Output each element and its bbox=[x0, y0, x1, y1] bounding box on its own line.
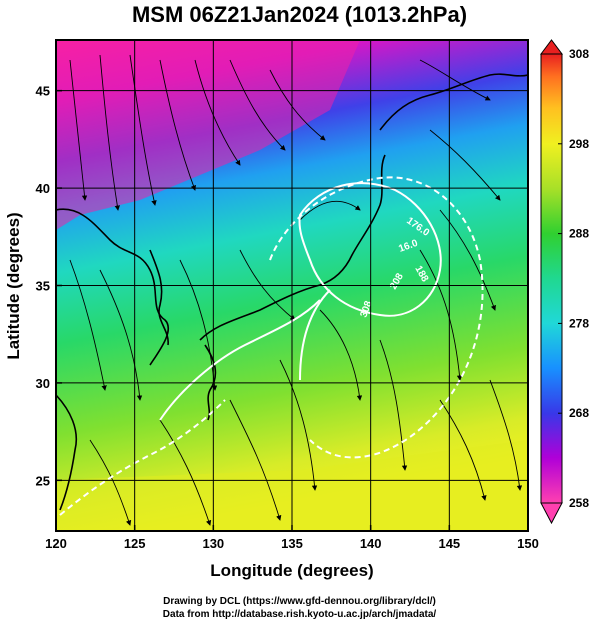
x-tick-label: 125 bbox=[124, 536, 146, 551]
colorbar-tick-label: 268 bbox=[569, 406, 589, 420]
colorbar-tick-label: 298 bbox=[569, 137, 589, 151]
y-tick-label: 45 bbox=[36, 84, 50, 99]
y-tick-label: 40 bbox=[36, 181, 50, 196]
chart-title: MSM 06Z21Jan2024 (1013.2hPa) bbox=[131, 2, 468, 27]
colorbar-top-extension bbox=[540, 39, 563, 55]
x-axis-ticks: 120 125 130 135 140 145 150 bbox=[45, 525, 539, 551]
x-tick-label: 120 bbox=[45, 536, 67, 551]
wind-streamlines bbox=[69, 54, 523, 526]
colorbar-body bbox=[540, 53, 563, 504]
colorbar-bottom-extension bbox=[540, 502, 563, 525]
y-axis-ticks: 25 30 35 40 45 bbox=[36, 84, 62, 488]
cold-air-mass bbox=[56, 40, 360, 230]
x-axis-label: Longitude (degrees) bbox=[210, 561, 373, 580]
x-tick-label: 130 bbox=[202, 536, 224, 551]
isotherm-contours bbox=[59, 176, 484, 516]
colorbar-tick-label: 278 bbox=[569, 316, 589, 330]
x-tick-label: 145 bbox=[438, 536, 460, 551]
colorbar-tick-label: 258 bbox=[569, 496, 589, 510]
y-tick-label: 35 bbox=[36, 279, 50, 294]
x-tick-label: 150 bbox=[517, 536, 539, 551]
credit-drawing: Drawing by DCL (https://www.gfd-dennou.o… bbox=[163, 596, 436, 607]
colorbar: 258 268 278 288 298 308 bbox=[540, 39, 589, 525]
y-axis-label: Latitude (degrees) bbox=[4, 212, 23, 359]
x-tick-label: 135 bbox=[281, 536, 303, 551]
y-tick-label: 25 bbox=[36, 473, 50, 488]
grid-lines bbox=[56, 40, 528, 531]
coastlines bbox=[56, 73, 528, 511]
colorbar-tick-label: 308 bbox=[569, 47, 589, 61]
y-tick-label: 30 bbox=[36, 376, 50, 391]
x-tick-label: 140 bbox=[360, 536, 382, 551]
credit-data: Data from http://database.rish.kyoto-u.a… bbox=[162, 609, 437, 620]
colorbar-tick-label: 288 bbox=[569, 227, 589, 241]
